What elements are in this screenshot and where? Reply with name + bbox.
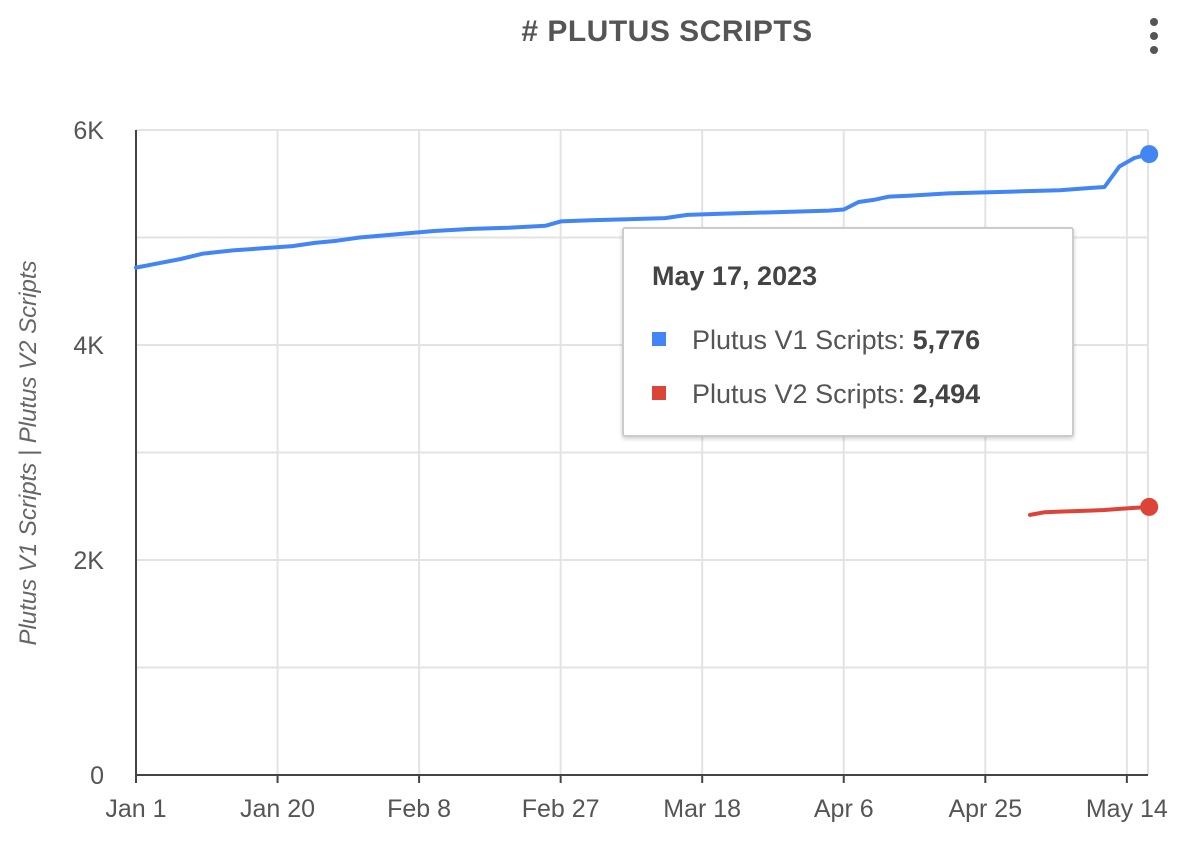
menu-dot bbox=[1150, 46, 1158, 54]
tooltip-date: May 17, 2023 bbox=[652, 261, 818, 291]
point-plutus-v2 bbox=[1140, 497, 1159, 516]
series bbox=[134, 145, 1159, 517]
tooltip-label-v1: Plutus V1 Scripts: bbox=[692, 325, 906, 355]
x-tick-label: Jan 1 bbox=[105, 795, 166, 823]
chart-title: # PLUTUS SCRIPTS bbox=[521, 15, 813, 48]
x-tick-label: Feb 27 bbox=[522, 795, 600, 823]
v1-swatch bbox=[652, 332, 666, 346]
tooltip-row-v2: Plutus V2 Scripts: 2,494 bbox=[652, 379, 980, 410]
x-tick-label: Apr 6 bbox=[814, 795, 874, 823]
tooltip: May 17, 2023 Plutus V1 Scripts: 5,776 Pl… bbox=[622, 227, 1074, 437]
menu-dot bbox=[1150, 32, 1158, 40]
y-axis-title: Plutus V1 Scripts | Plutus V2 Scripts bbox=[15, 260, 42, 645]
point-plutus-v1 bbox=[1140, 145, 1159, 164]
series-line-plutus-v2 bbox=[1028, 504, 1152, 517]
tooltip-label-v2: Plutus V2 Scripts: bbox=[692, 379, 906, 409]
more-vert-icon[interactable] bbox=[1138, 14, 1170, 58]
y-tick-label: 6K bbox=[73, 117, 104, 145]
y-tick-label: 0 bbox=[90, 762, 104, 790]
v2-swatch bbox=[652, 386, 666, 400]
y-tick-label: 4K bbox=[73, 332, 104, 360]
tooltip-value-v2: 2,494 bbox=[912, 379, 981, 409]
menu-dot bbox=[1150, 18, 1158, 26]
tooltip-value-v1: 5,776 bbox=[912, 325, 981, 355]
x-tick-label: Jan 20 bbox=[240, 795, 315, 823]
y-tick-label: 2K bbox=[73, 547, 104, 575]
x-tick-label: Mar 18 bbox=[663, 795, 741, 823]
x-tick-label: Apr 25 bbox=[948, 795, 1022, 823]
axes: 0 2K 4K 6K Jan 1 Jan 20 Feb 8 Feb 27 Mar 18 Apr 6… bbox=[73, 117, 1168, 823]
series-line-plutus-v1 bbox=[134, 152, 1152, 270]
x-tick-label: Feb 8 bbox=[387, 795, 451, 823]
x-tick-label: May 14 bbox=[1086, 795, 1168, 823]
tooltip-row-v1: Plutus V1 Scripts: 5,776 bbox=[652, 325, 980, 356]
